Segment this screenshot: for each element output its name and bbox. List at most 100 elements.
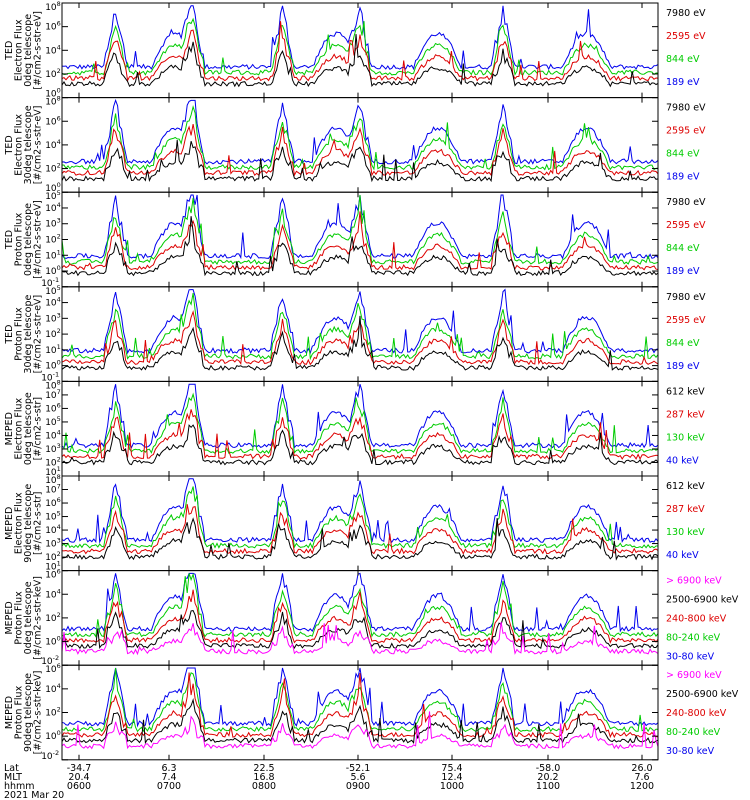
y-tick-label: 102 <box>45 550 61 563</box>
y-tick-label: 106 <box>45 114 61 127</box>
y-tick-label: 100 <box>45 181 61 194</box>
trace-7980-ev <box>61 34 659 88</box>
trace-7980-ev <box>61 315 659 371</box>
footer-lat: 22.5 <box>253 763 274 774</box>
y-tick-label: 104 <box>45 138 61 151</box>
trace-7980-ev <box>61 139 659 183</box>
legend-entry: 2595 eV <box>666 315 706 326</box>
y-axis-label: MEPEDProton Flux0deg telescope[#/cm2-s-s… <box>4 576 44 660</box>
y-tick-label: 108 <box>45 95 61 108</box>
footer-lat: -34.7 <box>67 763 92 774</box>
y-tick-label: 10-1 <box>41 370 59 383</box>
legend-entry: 7980 eV <box>666 103 706 114</box>
footer-lat: -58.0 <box>536 763 561 774</box>
y-tick-label: 102 <box>45 233 61 246</box>
y-tick-label: 100 <box>45 729 61 742</box>
y-tick-label: 105 <box>45 189 61 202</box>
y-tick-label: 103 <box>45 311 61 324</box>
y-tick-label: 102 <box>45 611 61 624</box>
trace-189-ev <box>61 194 659 260</box>
trace-130-kev <box>61 392 659 455</box>
y-axis-label: TEDProton Flux30deg telescope[#/cm2-s-st… <box>4 294 44 373</box>
trace-80-240-kev <box>61 667 659 733</box>
y-tick-label: 100 <box>45 635 61 648</box>
y-tick-label: 106 <box>45 496 61 509</box>
legend-entry: 80-240 keV <box>666 727 721 738</box>
footer-hhmm: 0800 <box>252 781 276 792</box>
y-tick-label: 103 <box>45 537 61 550</box>
trace-240-800-kev <box>61 589 659 645</box>
legend-entry: 40 keV <box>666 550 699 561</box>
y-tick-label: 103 <box>45 217 61 230</box>
panel-frame <box>61 191 659 288</box>
trace-844-ev <box>61 104 659 171</box>
footer-lat: 26.0 <box>631 763 652 774</box>
trace-240-800-kev <box>61 672 659 739</box>
y-tick-label: 104 <box>45 682 61 695</box>
y-tick-label: 100 <box>45 359 61 372</box>
legend-entry: > 6900 keV <box>666 576 722 587</box>
y-tick-label: 101 <box>45 248 61 261</box>
y-tick-label: 10-1 <box>41 276 59 289</box>
y-tick-label: 108 <box>45 473 61 486</box>
y-tick-label: 108 <box>45 0 61 13</box>
legend-entry: 7980 eV <box>666 8 706 19</box>
legend-entry: 240-800 keV <box>666 614 727 625</box>
legend-entry: 287 keV <box>666 504 705 515</box>
trace-130-kev <box>61 486 658 550</box>
y-tick-label: 10-2 <box>41 749 59 762</box>
footer-row-label: hhmm <box>4 781 35 792</box>
y-tick-label: 101 <box>45 560 61 573</box>
footer-date: 2021 Mar 20 <box>4 790 64 800</box>
legend-entry: 30-80 keV <box>666 652 715 663</box>
legend-entry: 612 keV <box>666 386 705 397</box>
footer-hhmm: 0700 <box>157 781 181 792</box>
legend-entry: 80-240 keV <box>666 633 721 644</box>
footer-mlt: 12.4 <box>441 772 462 783</box>
y-tick-label: 104 <box>45 587 61 600</box>
panel-frame <box>61 475 659 572</box>
y-tick-label: 102 <box>45 706 61 719</box>
legend-entry: 130 keV <box>666 527 705 538</box>
footer-mlt: 7.6 <box>634 772 649 783</box>
footer-hhmm: 0600 <box>67 781 91 792</box>
y-tick-label: 105 <box>45 284 61 297</box>
legend-entry: 189 eV <box>666 172 700 183</box>
y-tick-label: 101 <box>45 343 61 356</box>
footer-lat: 6.3 <box>161 763 176 774</box>
trace-189-ev <box>61 5 659 71</box>
y-axis-label: MEPEDElectron Flux0deg telescope[#/cm2-s… <box>4 392 44 465</box>
trace-612-kev <box>61 517 659 561</box>
trace-2500-6900-kev <box>61 610 659 650</box>
legend-entry: 130 keV <box>666 432 705 443</box>
footer-mlt: 5.6 <box>350 772 365 783</box>
y-tick-label: 102 <box>45 67 61 80</box>
trace-189-ev <box>61 98 659 165</box>
footer-mlt: 20.2 <box>537 772 558 783</box>
trace-7980-ev <box>61 216 659 277</box>
y-tick-label: 106 <box>45 20 61 33</box>
footer-mlt: 20.4 <box>68 772 89 783</box>
footer-row-label: MLT <box>4 772 22 783</box>
panel-frame <box>61 97 659 193</box>
trace-2595-ev <box>61 124 659 177</box>
y-axis-label: MEPEDElectron Flux90deg telescope[#/cm2-… <box>4 484 44 563</box>
legend-entry: 2500-6900 keV <box>666 689 739 700</box>
trace-844-ev <box>61 293 659 361</box>
y-tick-label: 102 <box>45 327 61 340</box>
legend-entry: 7980 eV <box>666 292 706 303</box>
footer-hhmm: 0900 <box>346 781 370 792</box>
footer-hhmm: 1100 <box>536 781 560 792</box>
legend-entry: 844 eV <box>666 149 700 160</box>
trace--6900-kev <box>61 622 659 656</box>
y-tick-label: 106 <box>45 401 61 414</box>
footer-lat: -52.1 <box>346 763 371 774</box>
y-tick-label: 106 <box>45 662 61 675</box>
footer-hhmm: 1200 <box>630 781 654 792</box>
